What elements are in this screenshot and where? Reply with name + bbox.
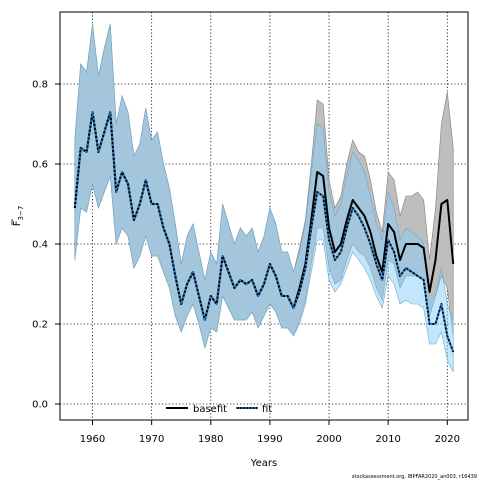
source-caption: stockassessment.org, IBPFAR2020_an003, r… (352, 474, 477, 480)
y-tick-label-3: 0.6 (32, 160, 48, 171)
x-tick-label-2010: 2010 (375, 434, 400, 445)
x-tick-label-1960: 1960 (80, 434, 105, 445)
x-tick-label-2000: 2000 (316, 434, 341, 445)
confidence-bands (74, 23, 454, 373)
x-tick-label-1990: 1990 (257, 434, 282, 445)
x-tick-label-2020: 2020 (435, 434, 460, 445)
legend-basefit-label: basefit (193, 404, 227, 415)
y-axis-title: F3−7 (11, 206, 25, 227)
series-lines (73, 111, 455, 353)
y-axis: 0.0 0.2 0.4 0.6 0.8 (32, 80, 60, 411)
x-tick-label-1980: 1980 (198, 434, 223, 445)
x-axis-title: Years (250, 458, 277, 469)
x-tick-label-1970: 1970 (139, 434, 164, 445)
legend: basefit fit (166, 404, 272, 415)
y-tick-label-0: 0.0 (32, 400, 48, 411)
x-axis: 1960 1970 1980 1990 2000 2010 2020 (80, 420, 460, 445)
y-tick-label-2: 0.4 (32, 240, 48, 251)
fit-line-dots (73, 111, 455, 353)
plot-frame (59, 11, 469, 421)
svg-text:F3−7: F3−7 (12, 206, 25, 227)
fit-line (73, 111, 455, 353)
y-axis-title-main: F (12, 220, 23, 226)
y-axis-title-subscript: 3−7 (17, 206, 25, 221)
legend-fit-label: fit (262, 404, 272, 415)
fit-confidence-band (74, 23, 454, 373)
y-tick-label-4: 0.8 (32, 80, 48, 91)
y-tick-label-1: 0.2 (32, 320, 48, 331)
